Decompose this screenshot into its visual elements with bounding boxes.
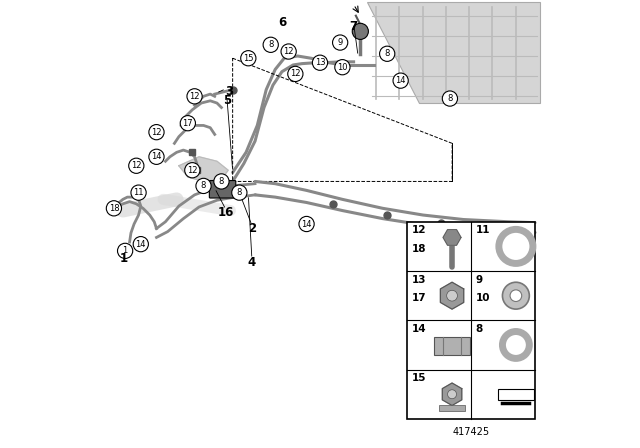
Polygon shape: [179, 157, 228, 181]
Bar: [498, 389, 534, 400]
Text: 17: 17: [412, 293, 426, 303]
Text: 8: 8: [219, 177, 224, 186]
Text: 18: 18: [109, 204, 119, 213]
Text: 12: 12: [189, 92, 200, 101]
Circle shape: [241, 51, 256, 66]
Text: 9: 9: [337, 38, 343, 47]
Text: 16: 16: [218, 206, 234, 220]
Circle shape: [502, 282, 529, 309]
Text: 10: 10: [337, 63, 348, 72]
Circle shape: [380, 46, 395, 61]
Text: 2: 2: [248, 222, 256, 235]
Circle shape: [133, 237, 148, 252]
Circle shape: [129, 158, 144, 173]
Polygon shape: [443, 230, 461, 245]
Circle shape: [149, 149, 164, 164]
Text: 8: 8: [476, 324, 483, 334]
Circle shape: [288, 66, 303, 82]
Circle shape: [299, 216, 314, 232]
Text: 8: 8: [201, 181, 206, 190]
Text: 8: 8: [237, 188, 242, 197]
Text: 12: 12: [412, 225, 426, 235]
Text: 8: 8: [447, 94, 452, 103]
Text: 14: 14: [136, 240, 146, 249]
Circle shape: [447, 390, 456, 399]
Bar: [434, 337, 470, 355]
Text: 8: 8: [385, 49, 390, 58]
Circle shape: [352, 23, 369, 39]
Text: 15: 15: [243, 54, 253, 63]
Text: 417425: 417425: [452, 427, 490, 437]
Bar: [438, 405, 465, 411]
Circle shape: [131, 185, 146, 200]
Circle shape: [335, 60, 350, 75]
Circle shape: [187, 89, 202, 104]
Circle shape: [393, 73, 408, 88]
Circle shape: [333, 35, 348, 50]
Circle shape: [447, 290, 458, 301]
Circle shape: [232, 185, 247, 200]
Circle shape: [180, 116, 195, 131]
Circle shape: [196, 178, 211, 194]
Circle shape: [312, 55, 328, 70]
Polygon shape: [442, 383, 461, 405]
Text: 12: 12: [131, 161, 141, 170]
Text: 14: 14: [301, 220, 312, 228]
Text: 4: 4: [248, 255, 256, 269]
Circle shape: [263, 37, 278, 52]
Text: 12: 12: [284, 47, 294, 56]
Text: 12: 12: [290, 69, 301, 78]
FancyBboxPatch shape: [209, 181, 236, 198]
Text: 1: 1: [122, 246, 128, 255]
Text: 13: 13: [315, 58, 325, 67]
Polygon shape: [367, 2, 540, 103]
Text: 9: 9: [476, 275, 483, 284]
Text: 12: 12: [151, 128, 162, 137]
Circle shape: [281, 44, 296, 59]
Circle shape: [510, 290, 522, 302]
Bar: [407, 222, 535, 419]
Circle shape: [118, 243, 132, 258]
Text: 8: 8: [268, 40, 273, 49]
Text: 13: 13: [412, 275, 426, 284]
Text: 3: 3: [225, 85, 233, 99]
Text: 17: 17: [182, 119, 193, 128]
Text: 14: 14: [151, 152, 162, 161]
Text: 18: 18: [412, 244, 426, 254]
Text: 7: 7: [349, 20, 358, 34]
Text: 6: 6: [278, 16, 286, 29]
Text: 11: 11: [133, 188, 144, 197]
Text: 5: 5: [223, 94, 231, 108]
Polygon shape: [440, 282, 464, 309]
Text: 11: 11: [476, 225, 490, 235]
Text: 15: 15: [412, 373, 426, 383]
Circle shape: [214, 174, 229, 189]
Circle shape: [442, 91, 458, 106]
Text: 12: 12: [187, 166, 198, 175]
Text: 14: 14: [412, 324, 426, 334]
Circle shape: [185, 163, 200, 178]
Circle shape: [106, 201, 122, 216]
Circle shape: [149, 125, 164, 140]
Text: 14: 14: [396, 76, 406, 85]
Text: 1: 1: [120, 252, 128, 265]
Text: 10: 10: [476, 293, 490, 303]
